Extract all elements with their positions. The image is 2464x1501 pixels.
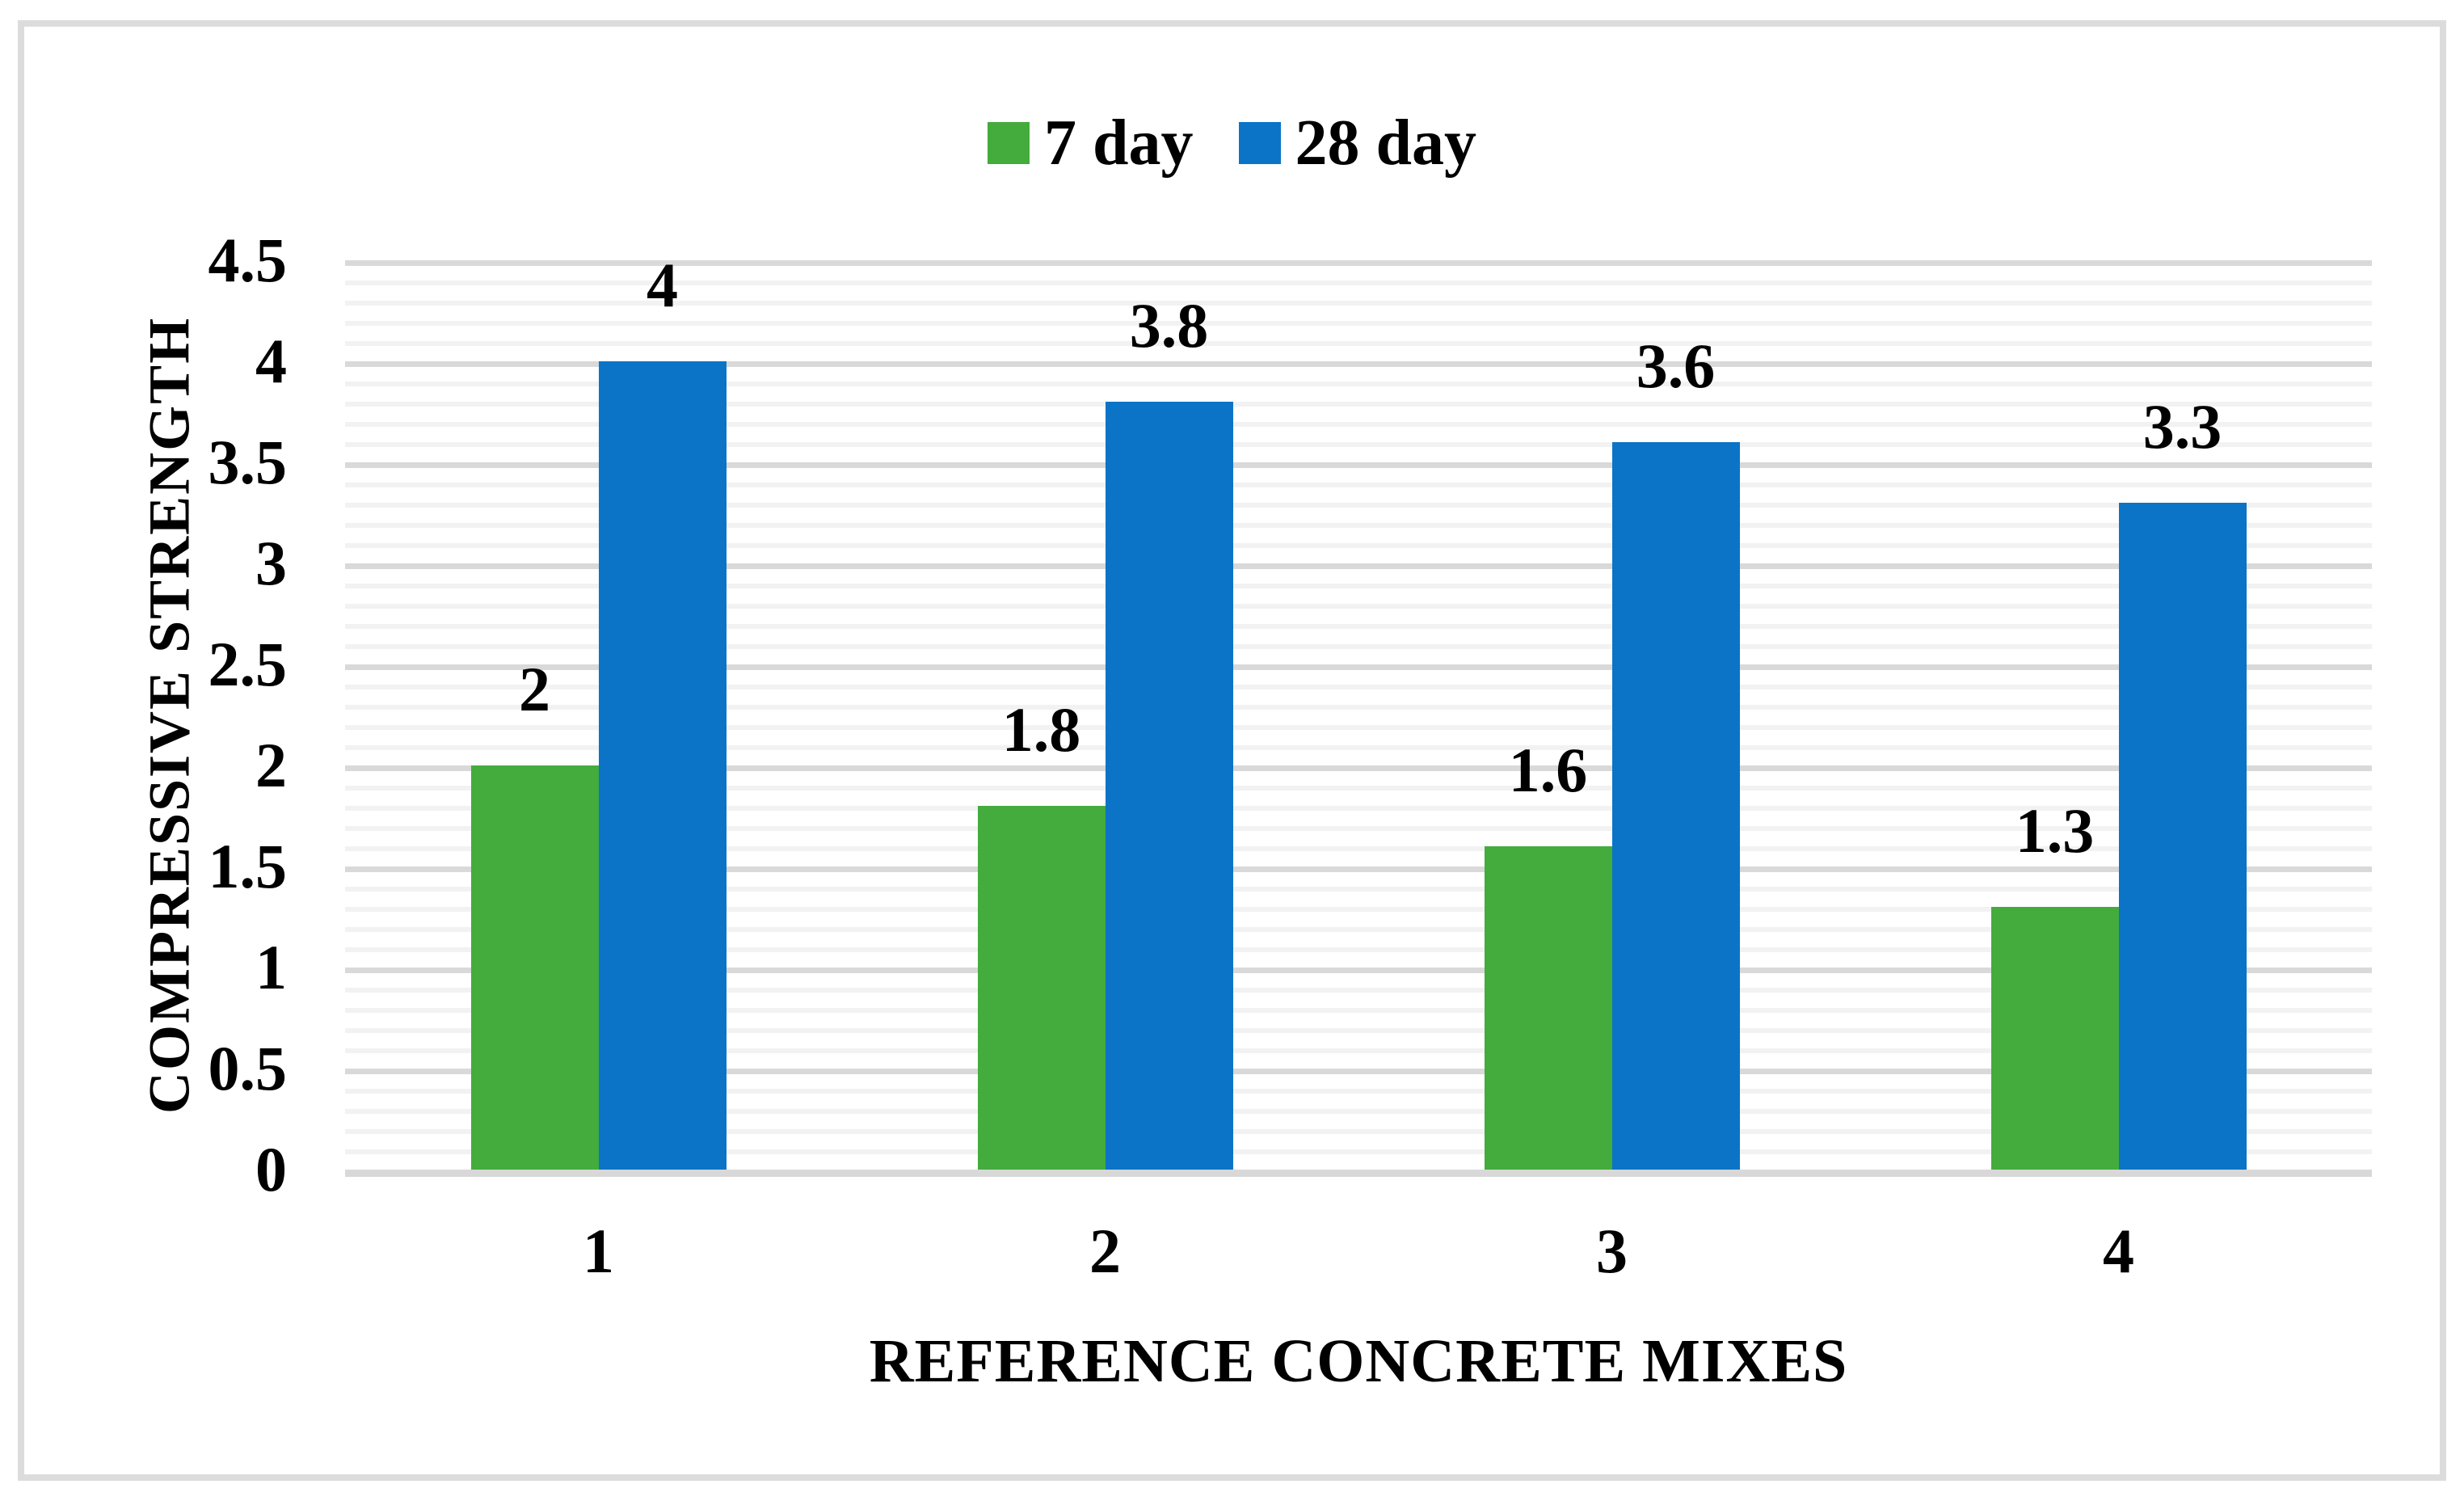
bar-7-day-cat3[interactable] bbox=[1484, 846, 1612, 1170]
bar-value-label-7-day-cat4: 1.3 bbox=[2015, 795, 2095, 866]
x-category-label-4: 4 bbox=[2103, 1216, 2134, 1286]
bar-7-day-cat4[interactable] bbox=[1990, 907, 2119, 1170]
y-tick-label-1.5: 1.5 bbox=[208, 831, 288, 901]
y-tick-label-1: 1 bbox=[255, 932, 287, 1002]
legend-swatch-28-day-icon bbox=[1238, 122, 1281, 164]
bar-value-label-28-day-cat4: 3.3 bbox=[2142, 391, 2222, 462]
bar-value-label-28-day-cat1: 4 bbox=[647, 250, 678, 320]
x-axis-title: REFERENCE CONCRETE MIXES bbox=[869, 1327, 1848, 1395]
y-tick-label-3.5: 3.5 bbox=[208, 427, 288, 497]
bar-value-label-7-day-cat3: 1.6 bbox=[1508, 735, 1588, 805]
bar-value-label-7-day-cat2: 1.8 bbox=[1001, 694, 1081, 765]
bar-28-day-cat4[interactable] bbox=[2118, 503, 2247, 1170]
bar-value-label-28-day-cat3: 3.6 bbox=[1636, 331, 1716, 401]
y-tick-label-3: 3 bbox=[255, 528, 287, 598]
bar-28-day-cat2[interactable] bbox=[1105, 402, 1233, 1170]
bar-7-day-cat1[interactable] bbox=[470, 765, 599, 1170]
legend-label-7-day: 7 day bbox=[1044, 108, 1194, 179]
y-tick-label-0: 0 bbox=[255, 1134, 287, 1204]
y-tick-label-4.5: 4.5 bbox=[208, 225, 288, 295]
y-tick-label-2.5: 2.5 bbox=[208, 629, 288, 699]
legend-label-28-day: 28 day bbox=[1295, 108, 1477, 179]
bar-value-label-7-day-cat1: 2 bbox=[519, 654, 550, 724]
legend-item-28-day[interactable]: 28 day bbox=[1238, 105, 1477, 181]
x-category-label-2: 2 bbox=[1089, 1216, 1121, 1286]
legend: 7 day 28 day bbox=[0, 105, 2464, 181]
bar-28-day-cat1[interactable] bbox=[598, 361, 727, 1170]
legend-swatch-7-day-icon bbox=[988, 122, 1030, 164]
bar-7-day-cat2[interactable] bbox=[977, 806, 1106, 1170]
y-tick-label-4: 4 bbox=[255, 326, 287, 396]
legend-item-7-day[interactable]: 7 day bbox=[988, 105, 1194, 181]
figure-border bbox=[18, 20, 2446, 1481]
bar-value-label-28-day-cat2: 3.8 bbox=[1129, 290, 1209, 360]
x-category-label-1: 1 bbox=[583, 1216, 614, 1286]
bar-28-day-cat3[interactable] bbox=[1611, 442, 1740, 1170]
y-tick-label-0.5: 0.5 bbox=[208, 1033, 288, 1103]
y-tick-label-2: 2 bbox=[255, 730, 287, 800]
x-category-label-3: 3 bbox=[1596, 1216, 1628, 1286]
plot-area: 2 1.8 1.6 1.3 4 3.8 3.6 3.3 bbox=[345, 250, 2372, 1177]
